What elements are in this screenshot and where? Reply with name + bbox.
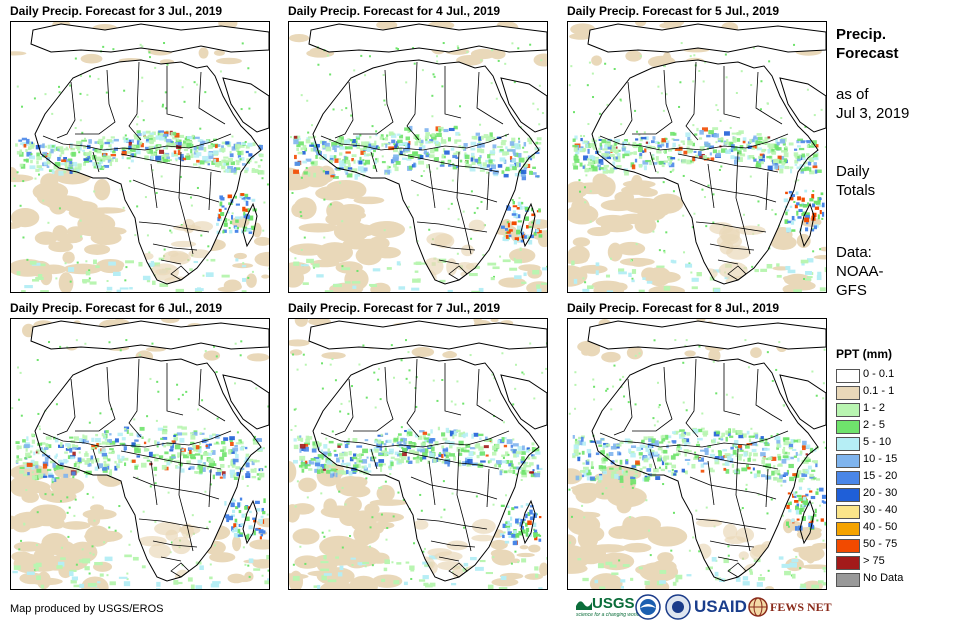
totals-line: Totals <box>836 182 876 199</box>
legend-label: > 75 <box>863 555 885 567</box>
precip-band <box>568 339 826 589</box>
country-borders <box>308 23 547 285</box>
panel-title: Daily Precip. Forecast for 7 Jul., 2019 <box>288 301 501 315</box>
precip-map <box>288 21 548 293</box>
precip-map <box>288 318 548 590</box>
legend-swatch <box>836 573 860 587</box>
country-borders <box>308 320 547 582</box>
heading-line: Forecast <box>836 45 899 62</box>
legend-label: No Data <box>863 572 904 584</box>
usgs-logo-text: USGS <box>592 595 635 612</box>
legend-label: 0.1 - 1 <box>863 385 895 397</box>
legend-swatch <box>836 522 860 536</box>
forecast-panel-jul-7: Daily Precip. Forecast for 7 Jul., 2019 <box>288 301 548 591</box>
legend-label: 20 - 30 <box>863 487 898 499</box>
legend-swatch <box>836 454 860 468</box>
precip-map <box>10 318 270 590</box>
legend-swatch <box>836 437 860 451</box>
legend-swatch <box>836 386 860 400</box>
precip-band <box>290 42 547 292</box>
precip-band <box>11 339 269 589</box>
africa-map <box>568 319 826 589</box>
light-rain-areas <box>568 319 826 589</box>
legend-label: 2 - 5 <box>863 419 886 431</box>
data-source-line: NOAA- <box>836 263 884 280</box>
noaa-seal <box>635 593 661 621</box>
africa-map <box>11 22 269 292</box>
heading-line: Precip. <box>836 26 887 43</box>
panel-title: Daily Precip. Forecast for 5 Jul., 2019 <box>567 4 780 18</box>
forecast-panel-jul-4: Daily Precip. Forecast for 4 Jul., 2019 <box>288 4 548 294</box>
legend-title: PPT (mm) <box>836 347 893 361</box>
panel-title: Daily Precip. Forecast for 4 Jul., 2019 <box>288 4 501 18</box>
map-credit: Map produced by USGS/EROS <box>10 603 164 615</box>
forecast-panel-jul-3: Daily Precip. Forecast for 3 Jul., 2019 <box>10 4 270 294</box>
as-of-label: as of <box>836 86 869 103</box>
forecast-panel-jul-8: Daily Precip. Forecast for 8 Jul., 2019 <box>567 301 827 591</box>
legend-label: 50 - 75 <box>863 538 898 550</box>
legend-label: 1 - 2 <box>863 402 886 414</box>
data-source-line: GFS <box>836 282 867 299</box>
precip-map <box>10 21 270 293</box>
legend-label: 30 - 40 <box>863 504 898 516</box>
sidebar-heading: Precip. Forecast <box>836 25 899 63</box>
usgs-wave-icon <box>576 601 592 610</box>
legend-swatch <box>836 420 860 434</box>
country-borders <box>30 320 269 582</box>
fewsnet-logo: FEWS NET <box>748 593 832 621</box>
country-borders <box>587 23 826 285</box>
usgs-tagline: science for a changing world <box>576 612 640 618</box>
legend-swatch <box>836 556 860 570</box>
precip-band <box>568 42 826 292</box>
legend-swatch <box>836 539 860 553</box>
data-source: Data: NOAA- GFS <box>836 243 884 300</box>
country-borders <box>30 23 269 285</box>
panel-title: Daily Precip. Forecast for 8 Jul., 2019 <box>567 301 780 315</box>
legend-label: 10 - 15 <box>863 453 898 465</box>
precip-band <box>290 339 547 589</box>
africa-map <box>289 22 547 292</box>
as-of-value: Jul 3, 2019 <box>836 105 910 122</box>
usaid-logo: USAID <box>694 597 747 616</box>
legend-swatch <box>836 505 860 519</box>
noaa-seal-icon <box>635 594 661 620</box>
legend-swatch <box>836 403 860 417</box>
light-rain-areas <box>568 22 826 292</box>
legend-swatch <box>836 488 860 502</box>
country-borders <box>587 320 826 582</box>
legend-label: 0 - 0.1 <box>863 368 895 380</box>
africa-map <box>289 319 547 589</box>
totals-label: Daily Totals <box>836 162 875 200</box>
fewsnet-logo-text: FEWS NET <box>770 599 832 614</box>
legend-swatch <box>836 471 860 485</box>
precip-map <box>567 318 827 590</box>
legend-label: 40 - 50 <box>863 521 898 533</box>
africa-map <box>568 22 826 292</box>
dhs-seal <box>665 593 691 621</box>
forecast-panel-jul-6: Daily Precip. Forecast for 6 Jul., 2019 <box>10 301 270 591</box>
panel-title: Daily Precip. Forecast for 6 Jul., 2019 <box>10 301 223 315</box>
totals-line: Daily <box>836 163 870 180</box>
legend-label: 5 - 10 <box>863 436 892 448</box>
panel-title: Daily Precip. Forecast for 3 Jul., 2019 <box>10 4 223 18</box>
forecast-panel-jul-5: Daily Precip. Forecast for 5 Jul., 2019 <box>567 4 827 294</box>
globe-icon <box>748 597 768 617</box>
data-source-line: Data: <box>836 244 872 261</box>
legend-label: 15 - 20 <box>863 470 898 482</box>
legend-swatch <box>836 369 860 383</box>
usgs-logo: USGS science for a changing world <box>576 593 639 621</box>
africa-map <box>11 319 269 589</box>
as-of-date: as of Jul 3, 2019 <box>836 85 909 123</box>
seal-icon <box>665 594 691 620</box>
precip-map <box>567 21 827 293</box>
agency-logos: USGS science for a changing world USAID … <box>576 593 832 623</box>
